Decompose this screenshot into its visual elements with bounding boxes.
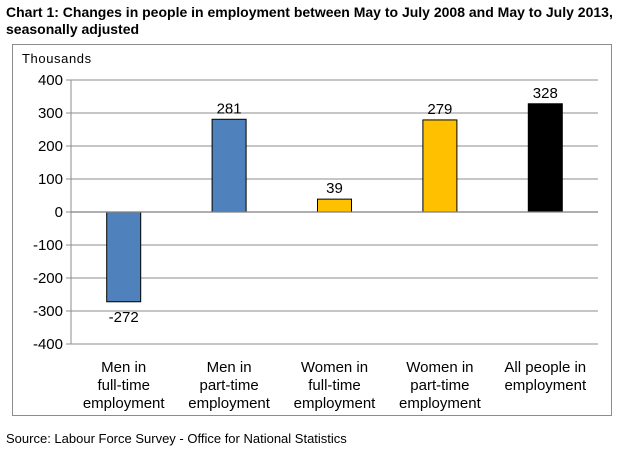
bar [422,119,458,213]
bar [106,211,142,303]
y-tick-label: 200 [38,138,63,155]
x-tick-label: All people in employment [504,359,587,394]
source-note: Source: Labour Force Survey - Office for… [6,431,347,446]
y-axis-label: Thousands [22,51,92,66]
x-tick-label: Men in full-time employment [83,359,166,412]
y-tick-label: -300 [33,303,63,320]
data-label: 279 [427,101,452,118]
y-tick-label: 0 [55,204,63,221]
y-tick-label: -200 [33,270,63,287]
bar-chart: Thousands 400 300 200 100 0 -100 -200 -300 -400 -2… [22,51,598,412]
bar [211,118,247,213]
chart-title: Chart 1: Changes in people in employment… [6,4,613,37]
data-label: -272 [109,309,139,326]
y-tick-label: 400 [38,72,63,89]
x-tick-label: Women in part-time employment [399,359,482,412]
y-tick-label: -400 [33,336,63,353]
y-tick-label: -100 [33,237,63,254]
y-tick-label: 300 [38,105,63,122]
x-tick-label: Women in full-time employment [294,359,377,412]
chart-area [12,44,612,416]
data-label: 281 [217,100,242,117]
data-label: 328 [533,85,558,102]
y-tick-label: 100 [38,171,63,188]
bar [527,103,563,213]
bar [317,198,352,213]
x-tick-label: Men in part-time employment [188,359,271,412]
data-label: 39 [326,180,343,197]
